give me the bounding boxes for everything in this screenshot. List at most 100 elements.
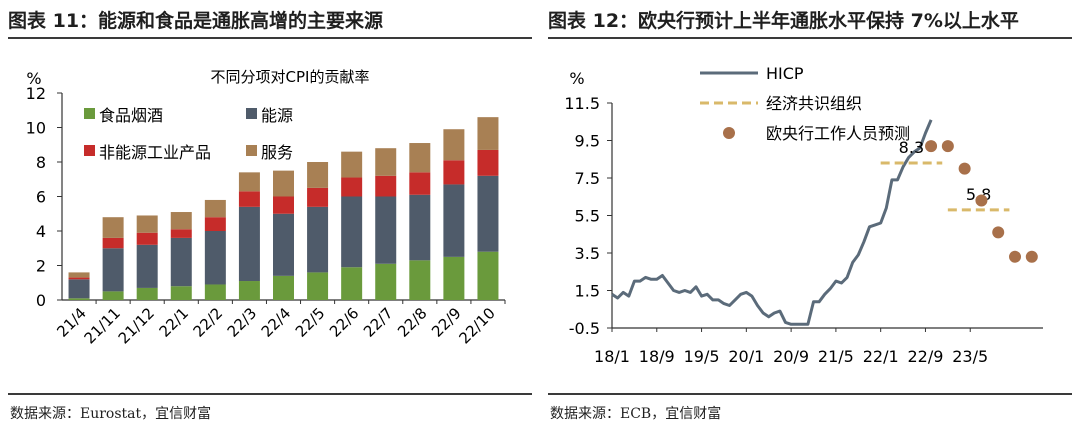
right-y-unit-label: % xyxy=(569,69,584,88)
left-bar-segment-4 xyxy=(341,151,363,178)
left-bar-segment-1 xyxy=(375,263,397,300)
right-figure-title: 图表 12：欧央行预计上半年通胀水平保持 7%以上水平 xyxy=(548,10,1019,32)
right-source-text: 数据来源：ECB，宜信财富 xyxy=(550,403,721,423)
left-x-tick-label: 22/8 xyxy=(394,304,431,341)
left-x-tick-label: 22/6 xyxy=(326,304,363,341)
left-y-tick-label: 10 xyxy=(26,119,46,138)
left-bar-segment-3 xyxy=(136,232,158,245)
left-figure-title: 图表 11：能源和食品是通胀高增的主要来源 xyxy=(8,10,384,32)
left-bar-segment-3 xyxy=(307,187,329,207)
right-figure-panel: 图表 12：欧央行预计上半年通胀水平保持 7%以上水平 % 11.5 9.5 7.5 5… xyxy=(540,0,1080,434)
right-x-tick-label: 20/9 xyxy=(773,347,809,366)
legend-hicp-label: HICP xyxy=(766,64,804,83)
left-legend-swatch xyxy=(84,108,95,119)
left-bar-segment-1 xyxy=(477,251,499,300)
left-legend-label: 非能源工业产品 xyxy=(99,143,211,162)
ecb-projection-point xyxy=(975,194,988,207)
left-bar-segment-3 xyxy=(477,149,499,176)
left-bar-segment-4 xyxy=(238,172,260,192)
left-x-tick-label: 21/11 xyxy=(81,304,124,347)
left-source-prefix: 数据来源： xyxy=(10,406,80,422)
left-x-tick-label: 22/2 xyxy=(190,304,227,341)
legend-consensus-label: 经济共识组织 xyxy=(766,94,862,113)
left-legend-label: 食品烟酒 xyxy=(99,106,163,125)
right-title-rule xyxy=(548,37,1072,39)
left-bar-segment-3 xyxy=(273,196,294,214)
left-stacked-bar-chart: 不同分项对CPI的贡献率%02468101221/421/1121/1222/1… xyxy=(26,68,506,347)
left-bar-segment-2 xyxy=(341,196,363,268)
right-x-tick-label: 22/9 xyxy=(907,347,943,366)
left-y-tick-label: 12 xyxy=(26,84,46,103)
right-source-suffix: ，宜信财富 xyxy=(651,406,722,422)
left-bar-segment-2 xyxy=(68,279,90,299)
left-bar-segment-4 xyxy=(102,217,124,238)
right-y-tick-label: 9.5 xyxy=(575,132,600,151)
left-bar-segment-1 xyxy=(170,286,192,300)
left-bar-segment-1 xyxy=(341,267,363,300)
ecb-projection-point xyxy=(941,140,954,153)
left-figure-panel: 图表 11：能源和食品是通胀高增的主要来源 不同分项对CPI的贡献率% 0 2 4 6 8… xyxy=(8,10,532,423)
left-bar-segment-1 xyxy=(68,298,90,300)
left-bar-segment-2 xyxy=(409,194,431,261)
left-y-tick-label: 4 xyxy=(36,222,46,241)
left-y-tick-label: 0 xyxy=(36,291,46,310)
left-bar-segment-4 xyxy=(307,162,329,188)
left-title-rule xyxy=(8,37,532,39)
left-legend-label: 服务 xyxy=(261,143,293,162)
right-x-tick-label: 19/5 xyxy=(684,347,720,366)
left-bar-segment-2 xyxy=(307,206,329,273)
left-bar-segment-3 xyxy=(204,217,226,231)
right-x-tick-label: 18/9 xyxy=(639,347,675,366)
left-bar-segment-4 xyxy=(477,117,499,150)
left-bar-segment-4 xyxy=(170,212,192,230)
left-x-tick-label: 21/12 xyxy=(115,304,158,347)
left-bar-segment-4 xyxy=(443,129,465,161)
left-bar-segment-4 xyxy=(273,170,294,197)
right-y-tick-label: 1.5 xyxy=(575,282,600,301)
left-x-tick-label: 22/7 xyxy=(360,304,397,341)
right-bottom-rule xyxy=(548,393,1072,395)
legend-ecb-label: 欧央行工作人员预测 xyxy=(766,124,910,143)
left-bar-segment-4 xyxy=(204,199,226,218)
left-bar-segment-1 xyxy=(136,287,158,300)
right-y-tick-label: 5.5 xyxy=(575,207,600,226)
ecb-projection-point xyxy=(1009,250,1022,263)
left-bar-segment-3 xyxy=(443,160,465,185)
left-bar-segment-2 xyxy=(204,231,226,285)
left-legend-swatch xyxy=(246,145,257,156)
left-bar-segment-2 xyxy=(238,206,260,282)
left-x-tick-label: 22/10 xyxy=(455,304,498,347)
left-bar-segment-3 xyxy=(238,191,260,207)
left-bar-segment-1 xyxy=(307,272,329,300)
ecb-projection-point xyxy=(1025,250,1038,263)
left-bar-segment-2 xyxy=(443,184,465,257)
right-x-tick-label: 22/1 xyxy=(863,347,899,366)
left-bar-segment-4 xyxy=(68,272,90,278)
left-source-en: Eurostat xyxy=(80,406,142,422)
left-x-tick-label: 22/1 xyxy=(156,304,193,341)
left-legend-swatch xyxy=(246,108,257,119)
left-legend-label: 能源 xyxy=(261,106,293,125)
left-bar-segment-2 xyxy=(477,175,499,252)
right-source-en: ECB xyxy=(620,406,652,422)
right-x-tick-label: 21/5 xyxy=(818,347,854,366)
left-bar-segment-4 xyxy=(136,215,158,233)
left-chart-title: 不同分项对CPI的贡献率 xyxy=(211,68,370,86)
left-source-text: 数据来源：Eurostat，宜信财富 xyxy=(10,403,211,423)
left-y-tick-label: 8 xyxy=(36,153,46,172)
right-y-tick-label: 3.5 xyxy=(575,244,600,263)
left-bar-segment-4 xyxy=(375,148,397,176)
left-y-tick-label: 2 xyxy=(36,257,46,276)
left-bar-segment-1 xyxy=(204,284,226,300)
right-y-tick-label: 7.5 xyxy=(575,169,600,188)
left-bar-segment-1 xyxy=(273,275,294,300)
left-bar-segment-2 xyxy=(170,237,192,287)
left-bar-segment-1 xyxy=(409,260,431,300)
left-bar-segment-3 xyxy=(375,175,397,197)
legend-ecb-swatch xyxy=(723,127,735,139)
right-y-tick-label: -0.5 xyxy=(569,319,600,338)
ecb-projection-point xyxy=(925,140,938,153)
left-x-tick-label: 22/3 xyxy=(224,304,261,341)
right-x-tick-label: 23/5 xyxy=(952,347,988,366)
right-line-chart: % 11.5 9.5 7.5 5.5 3.5 1.5 -0.5 18/1 18/9 19/5 20/1… xyxy=(564,64,1043,366)
